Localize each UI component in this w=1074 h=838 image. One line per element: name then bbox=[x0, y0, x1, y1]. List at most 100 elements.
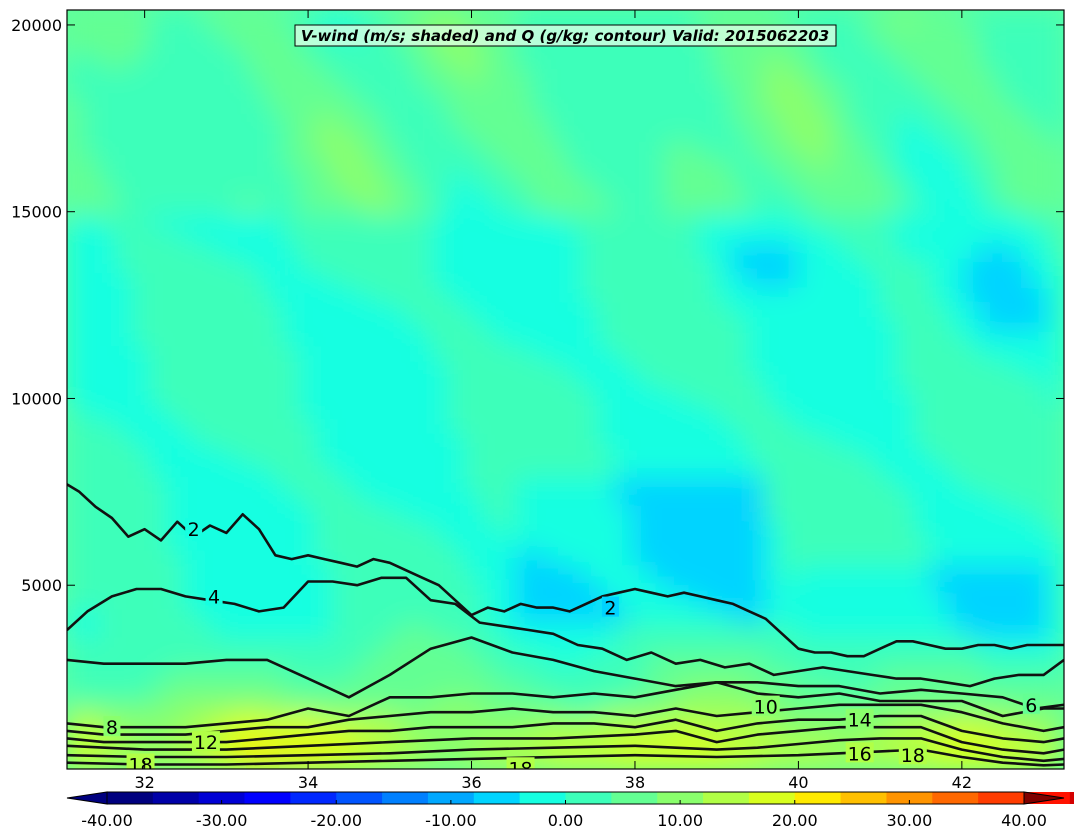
shading-cell bbox=[1030, 38, 1048, 55]
shading-cell bbox=[498, 666, 517, 682]
shading-cell bbox=[747, 257, 766, 274]
shading-cell bbox=[132, 359, 151, 376]
shading-cell bbox=[747, 170, 766, 186]
shading-cell bbox=[814, 637, 832, 653]
shading-cell bbox=[116, 345, 134, 361]
shading-cell bbox=[880, 24, 899, 40]
shading-cell bbox=[448, 476, 467, 493]
shading-cell bbox=[897, 432, 915, 449]
shading-cell bbox=[548, 549, 566, 566]
shading-cell bbox=[132, 286, 151, 303]
shading-cell bbox=[747, 228, 766, 245]
shading-cell bbox=[199, 286, 218, 303]
shading-cell bbox=[1013, 170, 1032, 186]
shading-cell bbox=[598, 213, 616, 230]
shading-cell bbox=[781, 753, 799, 769]
shading-cell bbox=[432, 607, 450, 624]
shading-cell bbox=[598, 724, 616, 741]
shading-cell bbox=[1046, 359, 1064, 376]
chart-title-box: V-wind (m/s; shaded) and Q (g/kg; contou… bbox=[294, 24, 837, 47]
shading-cell bbox=[930, 374, 949, 390]
shading-cell bbox=[1030, 549, 1048, 566]
shading-cell bbox=[747, 316, 766, 332]
shading-cell bbox=[664, 666, 683, 682]
shading-cell bbox=[880, 651, 899, 668]
shading-cell bbox=[216, 170, 234, 186]
shading-cell bbox=[515, 10, 533, 26]
shading-cell bbox=[67, 67, 85, 84]
shading-cell bbox=[797, 389, 816, 405]
shading-cell bbox=[897, 184, 915, 201]
shading-cell bbox=[182, 637, 201, 653]
shading-cell bbox=[681, 126, 699, 142]
shading-cell bbox=[697, 695, 716, 712]
shading-cell bbox=[481, 199, 500, 215]
shading-cell bbox=[199, 155, 218, 172]
shading-cell bbox=[781, 345, 799, 361]
shading-cell bbox=[598, 753, 616, 769]
shading-cell bbox=[116, 140, 134, 157]
shading-cell bbox=[265, 228, 284, 245]
shading-cell bbox=[814, 461, 832, 478]
shading-cell bbox=[947, 67, 965, 84]
shading-cell bbox=[980, 403, 999, 420]
shading-cell bbox=[697, 505, 716, 522]
shading-cell bbox=[997, 126, 1015, 142]
shading-cell bbox=[481, 140, 500, 157]
shading-cell bbox=[265, 38, 284, 55]
shading-cell bbox=[1046, 753, 1064, 769]
shading-cell bbox=[565, 491, 583, 507]
shading-cell bbox=[897, 359, 915, 376]
shading-cell bbox=[714, 243, 733, 259]
shading-cell bbox=[781, 330, 799, 347]
shading-cell bbox=[481, 213, 500, 230]
shading-cell bbox=[182, 38, 201, 55]
shading-cell bbox=[182, 213, 201, 230]
shading-cell bbox=[913, 520, 932, 536]
shading-cell bbox=[664, 243, 683, 259]
shading-cell bbox=[149, 257, 168, 274]
shading-cell bbox=[864, 564, 882, 580]
shading-cell bbox=[980, 505, 999, 522]
shading-cell bbox=[67, 549, 85, 566]
shading-cell bbox=[67, 126, 85, 142]
shading-cell bbox=[731, 432, 749, 449]
shading-cell bbox=[216, 549, 234, 566]
shading-cell bbox=[265, 549, 284, 566]
shading-cell bbox=[415, 389, 434, 405]
shading-cell bbox=[548, 67, 566, 84]
shading-cell bbox=[432, 272, 450, 288]
shading-cell bbox=[697, 330, 716, 347]
shading-cell bbox=[348, 505, 367, 522]
shading-cell bbox=[216, 724, 234, 741]
shading-cell bbox=[332, 739, 350, 755]
shading-cell bbox=[947, 97, 965, 113]
shading-cell bbox=[515, 170, 533, 186]
shading-cell bbox=[565, 534, 583, 551]
shading-cell bbox=[598, 330, 616, 347]
shading-cell bbox=[631, 637, 650, 653]
shading-cell bbox=[216, 520, 234, 536]
shading-cell bbox=[731, 272, 749, 288]
shading-cell bbox=[67, 695, 85, 712]
shading-cell bbox=[997, 140, 1015, 157]
shading-cell bbox=[880, 243, 899, 259]
shading-cell bbox=[864, 286, 882, 303]
shading-cell bbox=[216, 286, 234, 303]
shading-cell bbox=[348, 374, 367, 390]
shading-cell bbox=[1046, 476, 1064, 493]
shading-cell bbox=[249, 140, 267, 157]
shading-cell bbox=[99, 491, 118, 507]
shading-cell bbox=[182, 97, 201, 113]
shading-cell bbox=[631, 67, 650, 84]
shading-cell bbox=[648, 374, 666, 390]
shading-cell bbox=[947, 622, 965, 639]
shading-cell bbox=[432, 286, 450, 303]
shading-cell bbox=[315, 126, 334, 142]
shading-cell bbox=[648, 607, 666, 624]
shading-cell bbox=[947, 330, 965, 347]
shading-cell bbox=[581, 126, 600, 142]
shading-cell bbox=[997, 389, 1015, 405]
shading-cell bbox=[432, 622, 450, 639]
